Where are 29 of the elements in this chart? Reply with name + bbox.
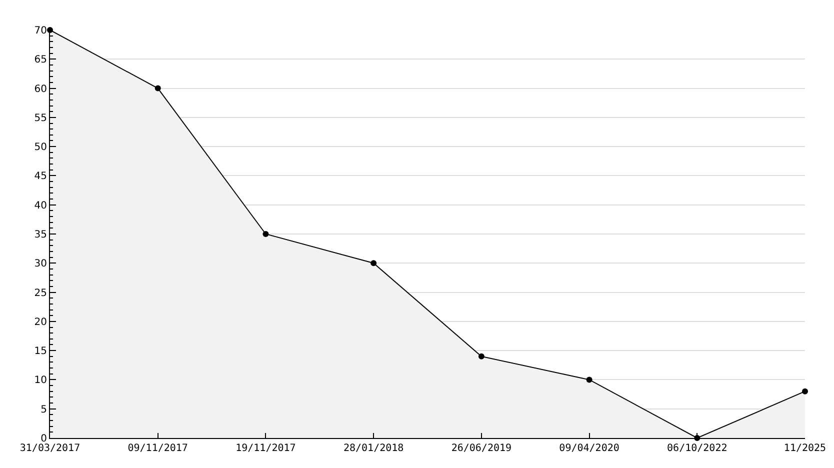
point (262, 231, 269, 237)
y-tick-label: 20 (34, 316, 47, 328)
x-tick-label: 26/06/2019 (451, 443, 512, 454)
y-tick-label: 45 (34, 171, 47, 182)
point (586, 376, 592, 383)
y-tick-label: 35 (34, 230, 47, 240)
x-tick-label: 09/04/2020 (559, 443, 620, 454)
x-tick-label: 06/10/2022 (667, 443, 728, 454)
x-tick-label: 28/01/2018 (343, 443, 404, 454)
y-tick-label: 55 (34, 112, 47, 124)
y-tick-label: 5 (40, 404, 47, 416)
y-tick-label: 65 (34, 54, 47, 66)
y-tick-label: 60 (34, 84, 47, 95)
point (478, 353, 484, 360)
x-tick-label: 09/11/2017 (128, 443, 188, 454)
y-tick-label: 25 (34, 288, 47, 299)
y-tick-label: 10 (34, 375, 47, 386)
y-tick-label: 15 (34, 346, 47, 358)
y-tick-label: 50 (34, 142, 47, 154)
point (802, 388, 808, 394)
y-tick-label: 40 (34, 200, 47, 212)
point (370, 260, 377, 266)
y-tick-label: 0 (40, 434, 47, 444)
y-tick-label: 70 (34, 26, 47, 36)
y-tick-label: 30 (34, 258, 47, 270)
point (154, 85, 161, 92)
x-tick-label: 31/03/2017 (20, 443, 80, 454)
x-tick-label: 11/2025 (784, 443, 826, 454)
x-tick-label: 19/11/2017 (236, 443, 296, 454)
